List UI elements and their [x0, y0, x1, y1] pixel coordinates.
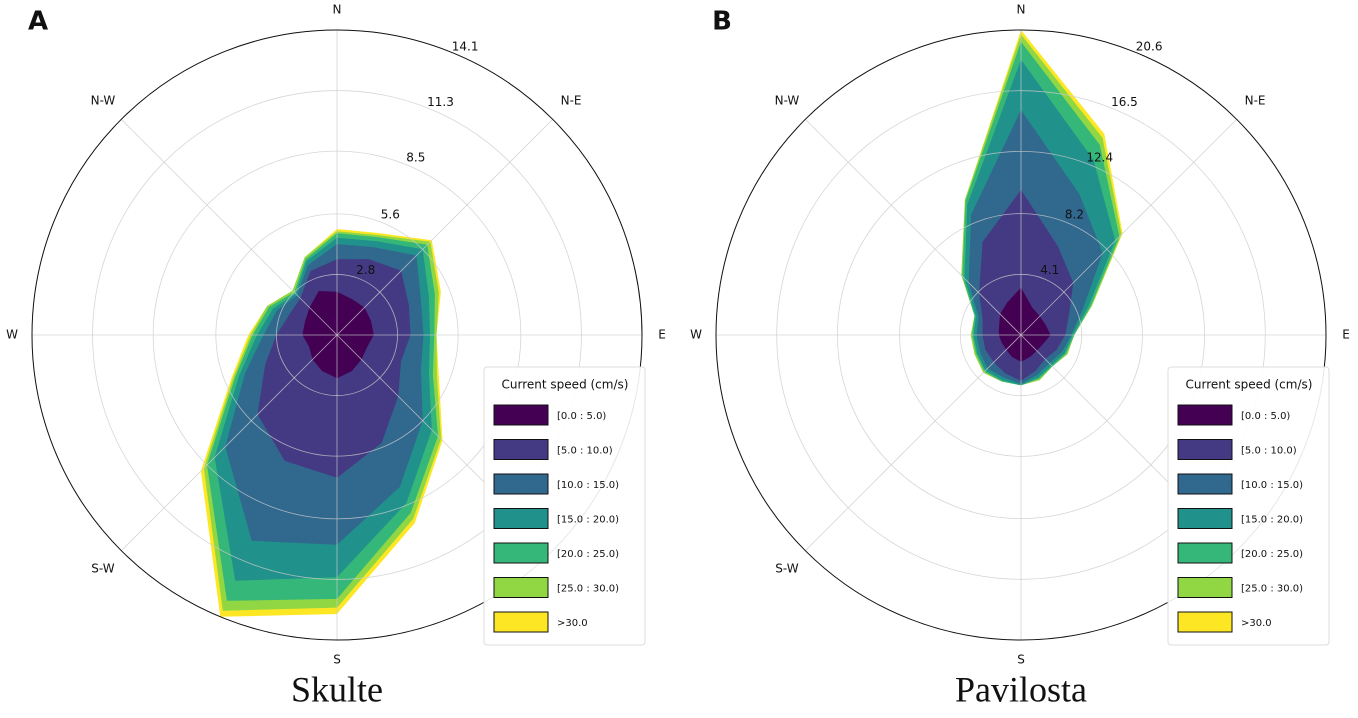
legend-swatch [1177, 508, 1233, 529]
direction-label: N [333, 3, 342, 17]
r-tick-label: 5.6 [381, 208, 400, 222]
direction-label: S [333, 653, 341, 667]
r-tick-label: 11.3 [427, 95, 454, 109]
grid-ring [215, 213, 459, 457]
legend-swatch [1177, 542, 1233, 564]
grid-ring [899, 213, 1143, 457]
legend-swatch [493, 508, 549, 529]
legend-label: [20.0 : 25.0) [557, 549, 619, 560]
legend-label: [15.0 : 20.0) [557, 515, 619, 526]
legend-swatch [493, 542, 549, 564]
r-tick-label: 8.2 [1065, 207, 1084, 221]
spoke [121, 119, 338, 336]
direction-label: N [1017, 3, 1026, 17]
legend-label: >30.0 [557, 618, 588, 629]
legend-label: [10.0 : 15.0) [1241, 480, 1303, 491]
legend-title: Current speed (cm/s) [502, 378, 629, 392]
grid-ring [837, 151, 1205, 519]
legend-swatch [1177, 404, 1233, 426]
r-tick-label: 20.6 [1136, 40, 1163, 54]
legend-label: [5.0 : 10.0) [557, 446, 613, 457]
legend-swatch [493, 577, 549, 598]
grid-ring [276, 274, 398, 396]
legend-label: [25.0 : 30.0) [557, 584, 619, 595]
polar-frame [715, 29, 1327, 641]
legend-label: [5.0 : 10.0) [1241, 446, 1297, 457]
spoke [805, 334, 1022, 551]
polar-frame [31, 29, 643, 641]
grid-ring [776, 90, 1266, 580]
r-tick-label: 14.1 [452, 40, 479, 54]
legend-label: [15.0 : 20.0) [1241, 515, 1303, 526]
direction-label: N-E [1245, 93, 1266, 107]
legend-swatch [1177, 439, 1233, 460]
legend-swatch [1177, 611, 1233, 633]
legend-swatch [1177, 577, 1233, 598]
chart-title: Skulte [291, 669, 383, 709]
direction-label: E [658, 328, 666, 342]
legend-title: Current speed (cm/s) [1186, 378, 1313, 392]
legend-swatch [493, 439, 549, 460]
direction-label: S [1017, 653, 1025, 667]
spoke [1020, 119, 1237, 336]
direction-label: N-W [775, 93, 800, 107]
direction-label: N-W [91, 93, 116, 107]
legend-label: [20.0 : 25.0) [1241, 549, 1303, 560]
r-tick-label: 2.8 [356, 263, 375, 277]
legend-swatch [493, 611, 549, 633]
spoke [336, 119, 553, 336]
legend-label: [0.0 : 5.0) [1241, 411, 1290, 422]
legend-swatch [1177, 473, 1233, 495]
chart-title: Pavilosta [955, 669, 1087, 709]
panel-label: A [28, 7, 48, 37]
r-tick-label: 8.5 [406, 150, 425, 164]
direction-label: W [690, 328, 702, 342]
legend-swatch [493, 404, 549, 426]
r-tick-label: 12.4 [1086, 151, 1113, 165]
r-tick-label: 16.5 [1111, 95, 1138, 109]
legend-box [1167, 366, 1330, 646]
spoke [805, 119, 1022, 336]
legend-label: [0.0 : 5.0) [557, 411, 606, 422]
legend-swatch [493, 473, 549, 495]
direction-label: E [1342, 328, 1350, 342]
legend-label: [10.0 : 15.0) [557, 480, 619, 491]
legend-label: >30.0 [1241, 618, 1272, 629]
grid-ring [959, 273, 1083, 397]
direction-label: S-W [775, 562, 798, 576]
spoke [121, 334, 338, 551]
direction-label: S-W [91, 562, 114, 576]
grid-ring [92, 90, 582, 580]
panel-label: B [712, 7, 732, 37]
r-tick-label: 4.1 [1040, 263, 1059, 277]
legend-box [483, 366, 646, 646]
direction-label: N-E [561, 93, 582, 107]
grid-ring [152, 150, 522, 520]
rose-band [998, 287, 1051, 362]
direction-label: W [6, 328, 18, 342]
legend-label: [25.0 : 30.0) [1241, 584, 1303, 595]
